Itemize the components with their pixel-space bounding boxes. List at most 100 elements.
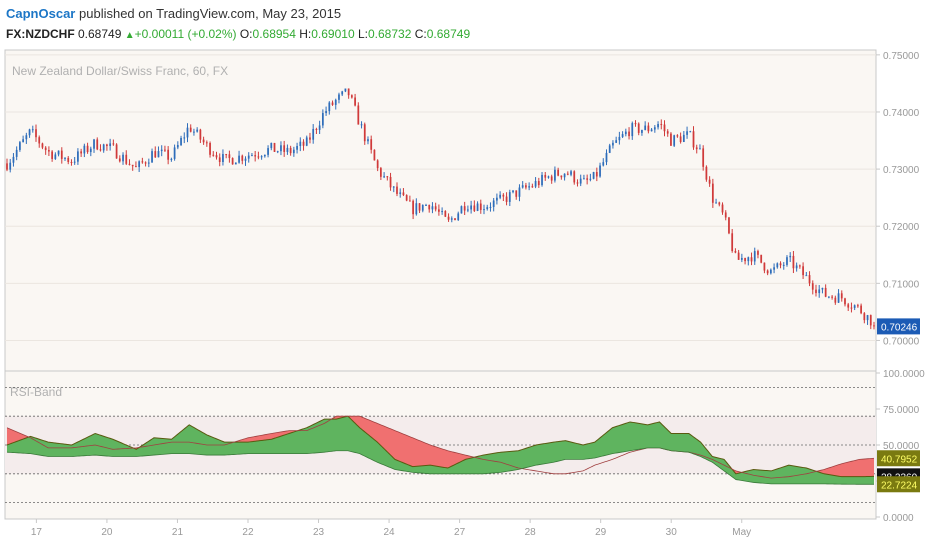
candle-body [141,161,144,163]
candle-body [570,171,572,175]
candle-body [837,293,840,303]
rsi-pane-title: RSI-Band [10,385,62,399]
candle-body [557,169,560,176]
candle-body [653,127,656,130]
candle-body [309,137,311,140]
chart-svg[interactable]: New Zealand Dollar/Swiss Franc, 60, FX 0… [0,48,932,550]
rsi-tick-label: 100.0000 [883,369,925,380]
candle-body [376,160,379,169]
rsi-value-tag [877,450,920,467]
candle-body [666,131,669,134]
candle-body [576,182,579,184]
candle-body [840,293,843,299]
candle-body [60,150,63,159]
candle-body [212,154,215,156]
candle-body [180,137,182,146]
candle-body [857,305,859,307]
time-tick-label: 22 [242,527,254,538]
candle-body [354,97,356,106]
candle-body [263,154,266,157]
candle-body [834,297,837,303]
candle-body [302,141,305,146]
candle-body [734,251,737,253]
candle-body [273,142,276,152]
price-tick-label: 0.70000 [883,336,920,347]
candle-body [199,129,202,140]
candle-body [779,263,782,266]
candle-body [695,147,698,150]
candle-body [702,148,705,167]
candle-body [360,124,363,126]
candle-body [489,206,492,208]
candle-body [425,204,427,206]
candle-body [831,296,833,298]
candle-body [370,139,373,150]
candle-body [473,205,476,211]
candle-body [647,125,650,132]
candle-body [599,165,601,177]
candle-body [863,313,866,321]
candle-body [554,169,556,181]
candle-body [399,192,402,194]
candle-body [431,206,434,210]
candle-body [244,158,247,161]
candle-body [270,142,273,149]
rsi-tick-label: 50.0000 [883,441,920,452]
candle-body [798,265,801,267]
time-tick-label: 23 [313,527,325,538]
candle-body [367,139,369,142]
rsi-band-red [7,416,874,477]
candle-body [457,213,460,220]
rsi-value-tag-label: 40.7952 [881,454,918,465]
candle-body [276,151,279,153]
candle-body [492,200,495,207]
candle-body [102,144,105,151]
candle-body [299,141,302,147]
candle-body [518,187,521,197]
candle-body [328,102,331,112]
candle-body [760,254,763,263]
author-link[interactable]: CapnOscar [6,6,76,21]
candle-body [334,99,337,105]
candle-body [470,205,473,210]
candle-body [789,255,792,258]
candle-body [618,136,621,141]
candle-body [447,216,450,220]
chart-area[interactable]: New Zealand Dollar/Swiss Franc, 60, FX 0… [0,48,932,550]
candle-body [144,162,147,164]
candle-body [673,135,676,146]
candle-body [769,269,772,274]
rsi-upper-line [6,415,875,479]
candle-body [860,305,862,314]
candle-body [805,275,808,277]
candle-body [379,168,382,177]
candles [6,88,875,330]
candle-body [615,140,618,143]
candle-body [528,186,531,188]
candle-body [463,206,466,211]
candle-body [724,212,727,218]
last-price-tag [877,318,920,335]
candle-body [679,136,682,142]
candle-body [389,176,392,188]
candle-body [186,127,189,138]
time-tick-label: 17 [31,527,43,538]
candle-body [566,173,569,175]
candle-body [138,161,141,168]
price-grid [5,54,876,341]
candle-body [531,186,534,188]
candle-body [486,207,489,210]
candle-body [86,145,89,153]
candle-body [67,157,70,162]
symbol-label[interactable]: FX:NZDCHF [6,27,75,41]
rsi-axis: 100.000075.000050.000025.00000.000040.79… [876,369,925,524]
candle-body [312,128,315,140]
candle-body [157,151,160,158]
candle-body [193,131,195,133]
candle-body [325,111,327,114]
price-tick-label: 0.73000 [883,165,920,176]
candle-body [641,129,643,133]
candle-body [167,149,170,160]
candle-body [189,127,192,132]
candle-body [676,135,679,137]
